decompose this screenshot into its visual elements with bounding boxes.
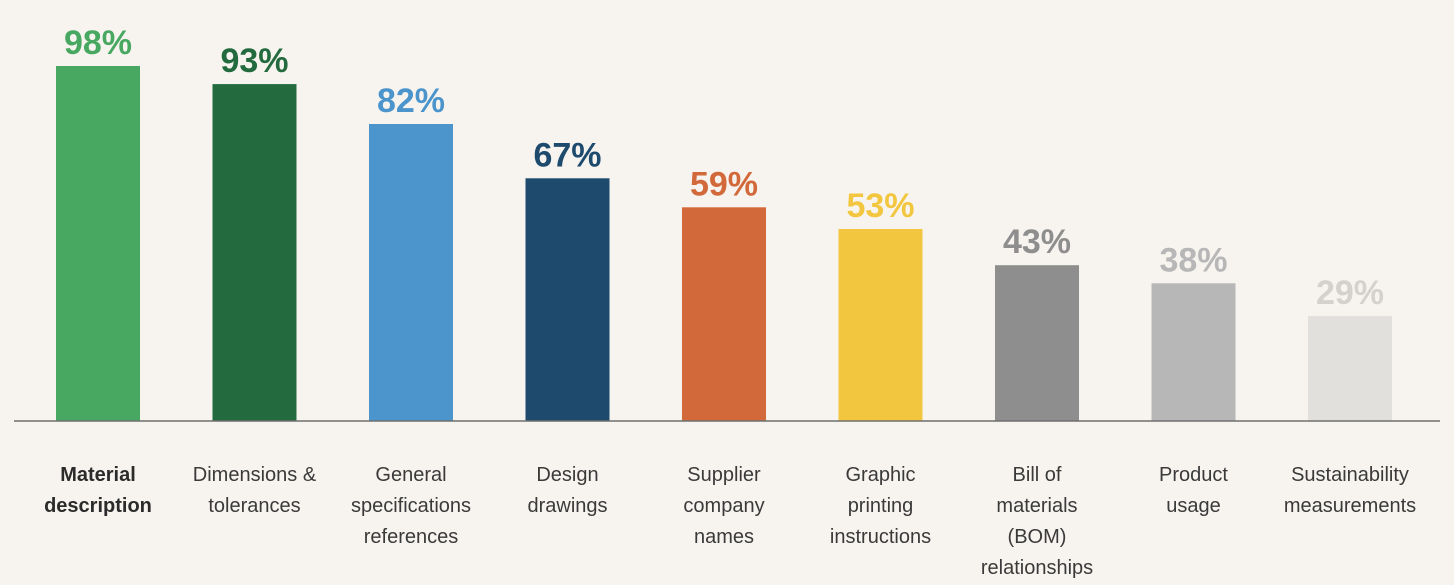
category-label-line: Design [536,464,598,486]
value-label-8: 38% [1159,241,1227,279]
category-label-line: measurements [1284,495,1416,517]
category-label-line: Graphic [845,464,915,486]
category-label-3: General specifications references [351,464,471,548]
category-label-5: Supplier company names [683,464,764,548]
category-label-line: usage [1166,495,1221,517]
category-label-2: Dimensions & tolerances [193,464,317,517]
bars-group [56,66,1392,421]
bar-6 [838,229,923,421]
category-label-line: specifications [351,495,471,517]
category-label-line: references [364,526,459,548]
category-label-6: Graphic printing instructions [830,464,931,548]
bar-7 [995,265,1079,421]
category-label-line: instructions [830,526,931,548]
category-label-4: Design drawings [527,464,607,517]
category-labels-group: Material description Dimensions & tolerance… [44,464,1416,579]
bar-9 [1308,315,1392,421]
value-label-6: 53% [846,187,914,225]
category-label-1: Material description [44,464,152,517]
category-label-line: Material [60,464,136,486]
value-label-1: 98% [64,24,132,62]
value-label-3: 82% [377,82,445,120]
bar-8 [1151,283,1236,421]
bar-2 [212,84,297,421]
category-label-line: description [44,495,152,517]
category-label-9: Sustainability measurements [1284,464,1416,517]
value-label-2: 93% [220,42,288,80]
category-label-line: Sustainability [1291,464,1409,486]
category-label-line: Supplier [687,464,761,486]
category-label-line: drawings [527,495,607,517]
category-label-line: Product [1159,464,1228,486]
category-label-line: Bill of [1013,464,1062,486]
bar-5 [682,207,766,421]
value-label-5: 59% [690,165,758,203]
category-label-line: General [375,464,446,486]
value-label-4: 67% [533,136,601,174]
category-label-line: tolerances [208,495,300,517]
bar-4 [525,178,610,421]
value-labels-group: 98% 93% 82% 67% 59% 53% 43% 38% 29% [64,24,1384,312]
category-label-7: Bill of materials (BOM) relationships [981,464,1093,579]
value-label-7: 43% [1003,223,1071,261]
category-label-line: names [694,526,754,548]
category-label-line: company [683,495,764,517]
category-label-8: Product usage [1159,464,1228,517]
bar-1 [56,66,140,421]
category-label-line: relationships [981,557,1093,579]
category-label-line: printing [848,495,914,517]
category-label-line: (BOM) [1008,526,1067,548]
category-label-line: Dimensions & [193,464,317,486]
value-label-9: 29% [1316,274,1384,312]
category-label-line: materials [996,495,1077,517]
bar-3 [369,124,453,421]
